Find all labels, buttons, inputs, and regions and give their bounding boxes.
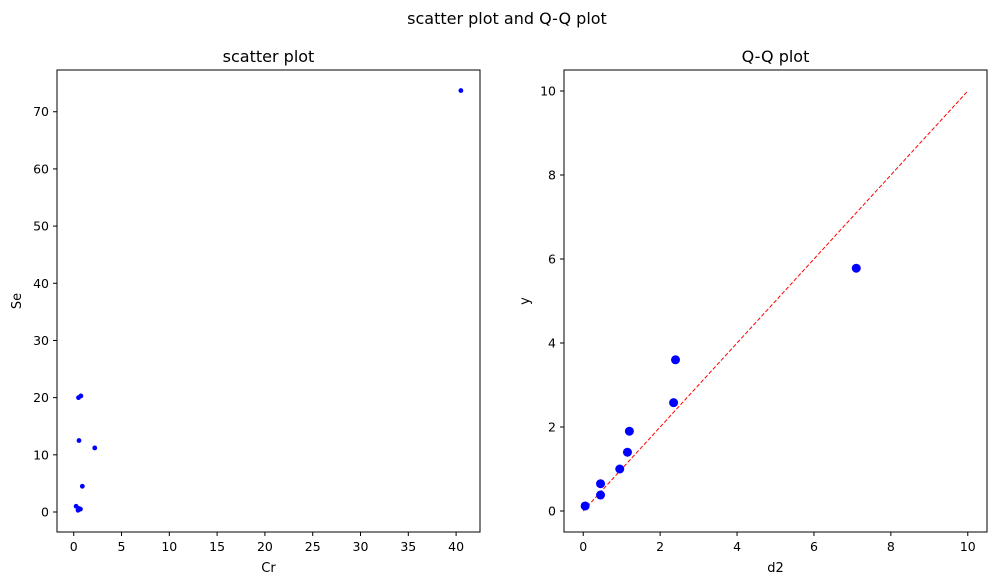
qq-plot-ytick-label: 2 — [548, 420, 556, 435]
qq-plot-ytick-label: 4 — [548, 336, 556, 351]
scatter-plot-ytick-label: 20 — [33, 390, 49, 405]
qq-plot-xtick-label: 8 — [887, 539, 895, 554]
scatter-plot-ytick-label: 10 — [33, 447, 49, 462]
qq-plot-ytick-label: 8 — [548, 168, 556, 183]
qq-plot-ticks: 0 2 4 6 8 10 0 2 4 6 8 10 — [540, 84, 976, 555]
qq-plot-points — [580, 90, 969, 512]
qq-plot-point — [596, 479, 606, 489]
scatter-plot-xtick-label: 20 — [257, 539, 273, 554]
scatter-plot-xtick-label: 35 — [400, 539, 416, 554]
scatter-plot-xtick-label: 5 — [118, 539, 126, 554]
figure-suptitle: scatter plot and Q-Q plot — [407, 9, 607, 28]
qq-plot-title: Q-Q plot — [742, 47, 810, 66]
qq-plot-point — [624, 426, 634, 436]
scatter-plot-points — [73, 88, 464, 513]
scatter-plot-point — [76, 438, 82, 443]
qq-plot-xtick-label: 2 — [656, 539, 664, 554]
scatter-plot-xtick-label: 10 — [161, 539, 177, 554]
scatter-plot-xtick-label: 40 — [448, 539, 464, 554]
scatter-plot-xtick-label: 25 — [305, 539, 321, 554]
scatter-plot-ticks: 0 5 10 15 20 25 30 35 40 0 10 20 30 40 50 60 70 — [33, 104, 464, 554]
scatter-plot-axes: scatter plot Cr Se 0 5 10 15 20 25 30 35 40 0 10 20… — [10, 47, 481, 576]
scatter-plot-ytick-label: 50 — [33, 219, 49, 234]
scatter-plot-ytick-label: 40 — [33, 276, 49, 291]
scatter-plot-ytick-label: 0 — [41, 504, 49, 519]
qq-plot-xlabel: d2 — [767, 561, 784, 576]
qq-plot-point — [622, 447, 632, 457]
scatter-plot-ytick-label: 60 — [33, 161, 49, 176]
qq-plot-xtick-label: 4 — [733, 539, 741, 554]
qq-plot-point — [669, 398, 679, 408]
qq-plot-xtick-label: 0 — [579, 539, 587, 554]
qq-plot-xtick-label: 10 — [960, 539, 976, 554]
scatter-plot-frame — [56, 69, 481, 533]
qq-plot-ytick-label: 10 — [540, 84, 556, 99]
scatter-plot-point — [458, 88, 464, 93]
qq-plot-point — [596, 490, 606, 500]
qq-plot-frame — [563, 69, 988, 533]
qq-plot-point — [615, 464, 625, 474]
qq-plot-axes: Q-Q plot d2 y 0 2 4 6 8 10 0 2 4 6 8 10 — [518, 47, 988, 576]
scatter-plot-ylabel: Se — [10, 293, 25, 309]
qq-plot-reference-line — [582, 90, 969, 512]
scatter-plot-point — [92, 445, 98, 451]
scatter-plot-title: scatter plot — [223, 47, 315, 66]
scatter-plot-xtick-label: 15 — [209, 539, 225, 554]
qq-plot-point — [580, 501, 590, 511]
scatter-plot-point — [79, 483, 85, 489]
scatter-plot-ytick-label: 70 — [33, 104, 49, 119]
scatter-plot-xtick-label: 30 — [353, 539, 369, 554]
scatter-plot-point — [75, 507, 81, 513]
qq-plot-ylabel: y — [518, 297, 533, 305]
scatter-plot-xlabel: Cr — [261, 561, 276, 576]
qq-plot-ytick-label: 6 — [548, 252, 556, 267]
scatter-plot-point — [78, 393, 84, 399]
qq-plot-point — [671, 355, 681, 365]
qq-plot-xtick-label: 6 — [810, 539, 818, 554]
qq-plot-ytick-label: 0 — [548, 504, 556, 519]
scatter-plot-xtick-label: 0 — [70, 539, 78, 554]
scatter-plot-ytick-label: 30 — [33, 333, 49, 348]
qq-plot-point — [851, 263, 861, 273]
